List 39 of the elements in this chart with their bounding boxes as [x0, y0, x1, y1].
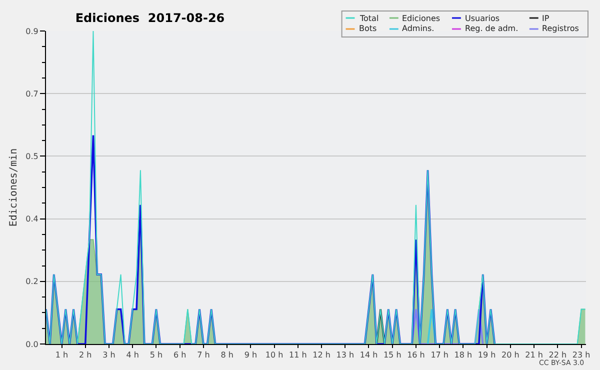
- legend-label: Bots: [359, 24, 377, 33]
- y-tick-label: 0.4: [26, 214, 38, 224]
- x-tick-label: 20 h: [502, 350, 520, 360]
- x-tick-label: 5 h: [150, 350, 163, 360]
- legend-label: Reg. de adm.: [465, 24, 518, 33]
- x-tick-label: 12 h: [312, 350, 330, 360]
- y-tick-label: 0.7: [26, 89, 38, 98]
- x-tick-label: 21 h: [525, 350, 543, 360]
- legend-label: Usuarios: [465, 14, 500, 23]
- x-tick-label: 16 h: [407, 350, 425, 360]
- y-tick-label: 0.0: [26, 340, 38, 349]
- x-tick-label: 1 h: [55, 350, 68, 360]
- x-tick-label: 14 h: [360, 350, 378, 360]
- legend-label: IP: [542, 14, 550, 23]
- y-tick-label: 0.5: [26, 152, 38, 161]
- y-axis-title: Ediciones/min: [8, 148, 20, 227]
- x-tick-label: 11 h: [289, 350, 307, 360]
- x-tick-label: 10 h: [265, 350, 284, 360]
- x-tick-label: 6 h: [173, 350, 186, 360]
- legend-label: Registros: [542, 24, 579, 33]
- x-tick-label: 18 h: [454, 350, 472, 360]
- legend-label: Admins.: [402, 24, 434, 33]
- x-tick-label: 9 h: [244, 350, 258, 360]
- legend-label: Total: [359, 14, 379, 23]
- y-tick-label: 0.9: [26, 26, 38, 36]
- y-tick-label: 0.2: [26, 277, 38, 286]
- chart-title: Ediciones 2017-08-26: [75, 10, 225, 25]
- x-tick-label: 23 h: [572, 350, 590, 360]
- x-tick-label: 17 h: [430, 350, 448, 360]
- x-tick-label: 8 h: [220, 350, 234, 360]
- x-tick-label: 4 h: [126, 350, 139, 360]
- x-tick-label: 2 h: [79, 350, 92, 360]
- x-tick-label: 19 h: [478, 350, 496, 360]
- x-tick-label: 15 h: [383, 350, 402, 360]
- x-tick-label: 7 h: [197, 350, 210, 360]
- x-tick-label: 13 h: [336, 350, 354, 360]
- x-tick-label: 22 h: [548, 350, 567, 360]
- x-tick-label: 3 h: [102, 350, 116, 360]
- legend-label: Ediciones: [402, 14, 440, 23]
